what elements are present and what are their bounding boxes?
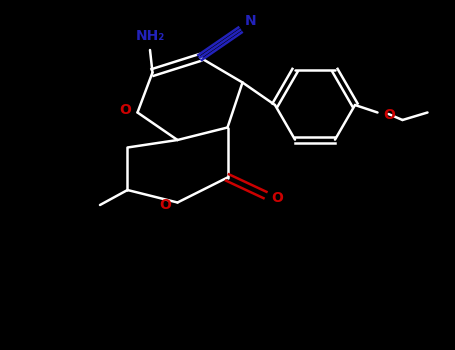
Text: O: O: [160, 198, 172, 212]
Text: O: O: [271, 190, 283, 204]
Text: O: O: [384, 108, 395, 122]
Text: O: O: [120, 103, 131, 117]
Text: NH₂: NH₂: [136, 28, 165, 42]
Text: N: N: [245, 14, 257, 28]
